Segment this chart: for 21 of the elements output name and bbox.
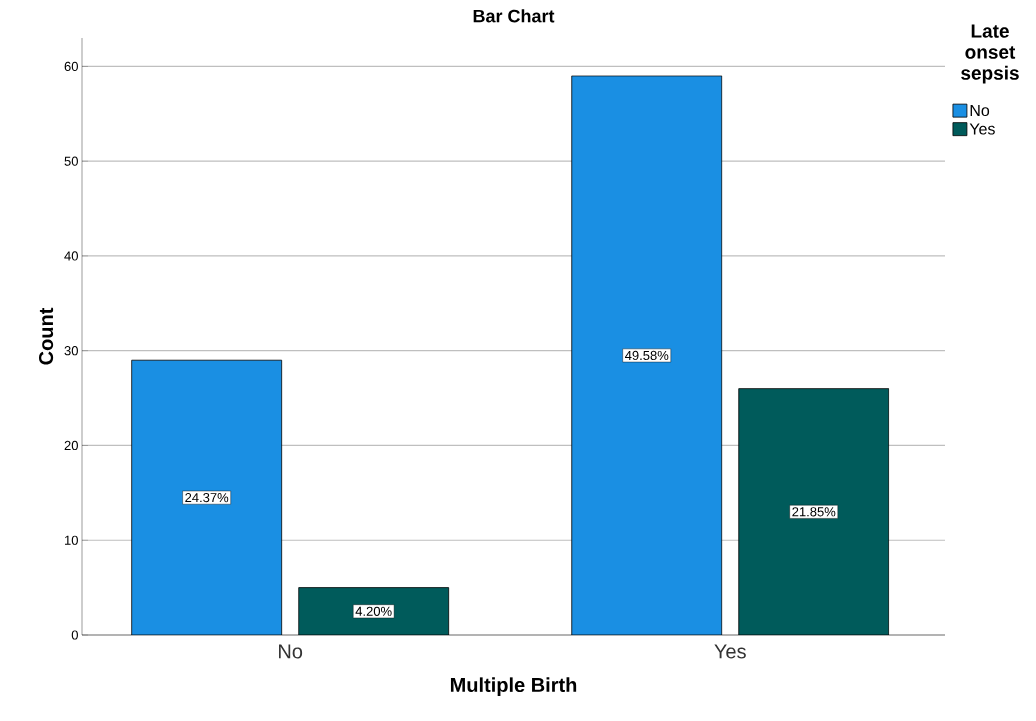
annotation: 21.85% — [792, 507, 836, 517]
y-tick-label: 40 — [64, 251, 78, 261]
bar — [571, 75, 723, 635]
chart-title: Bar Chart — [473, 9, 555, 23]
y-tick-label: 60 — [64, 61, 78, 72]
y-axis-title: Count — [38, 307, 54, 365]
bar — [298, 587, 450, 635]
y-tick-label: 30 — [64, 346, 78, 356]
y-tick-label: 0 — [71, 630, 78, 640]
bar — [738, 388, 890, 635]
legend-label: No — [970, 104, 990, 117]
legend-title: Late onset sepsis — [961, 24, 1019, 84]
legend-label: Yes — [969, 123, 995, 135]
y-tick-label: 10 — [65, 535, 78, 545]
bar — [131, 359, 283, 635]
x-axis-title: Multiple Birth — [450, 677, 577, 696]
y-tick-label: 50 — [64, 156, 78, 166]
annotation: 4.20% — [355, 606, 392, 616]
y-tick-label: 20 — [64, 440, 78, 451]
annotation: 49.58% — [625, 350, 669, 361]
annotation: 24.37% — [185, 492, 229, 503]
